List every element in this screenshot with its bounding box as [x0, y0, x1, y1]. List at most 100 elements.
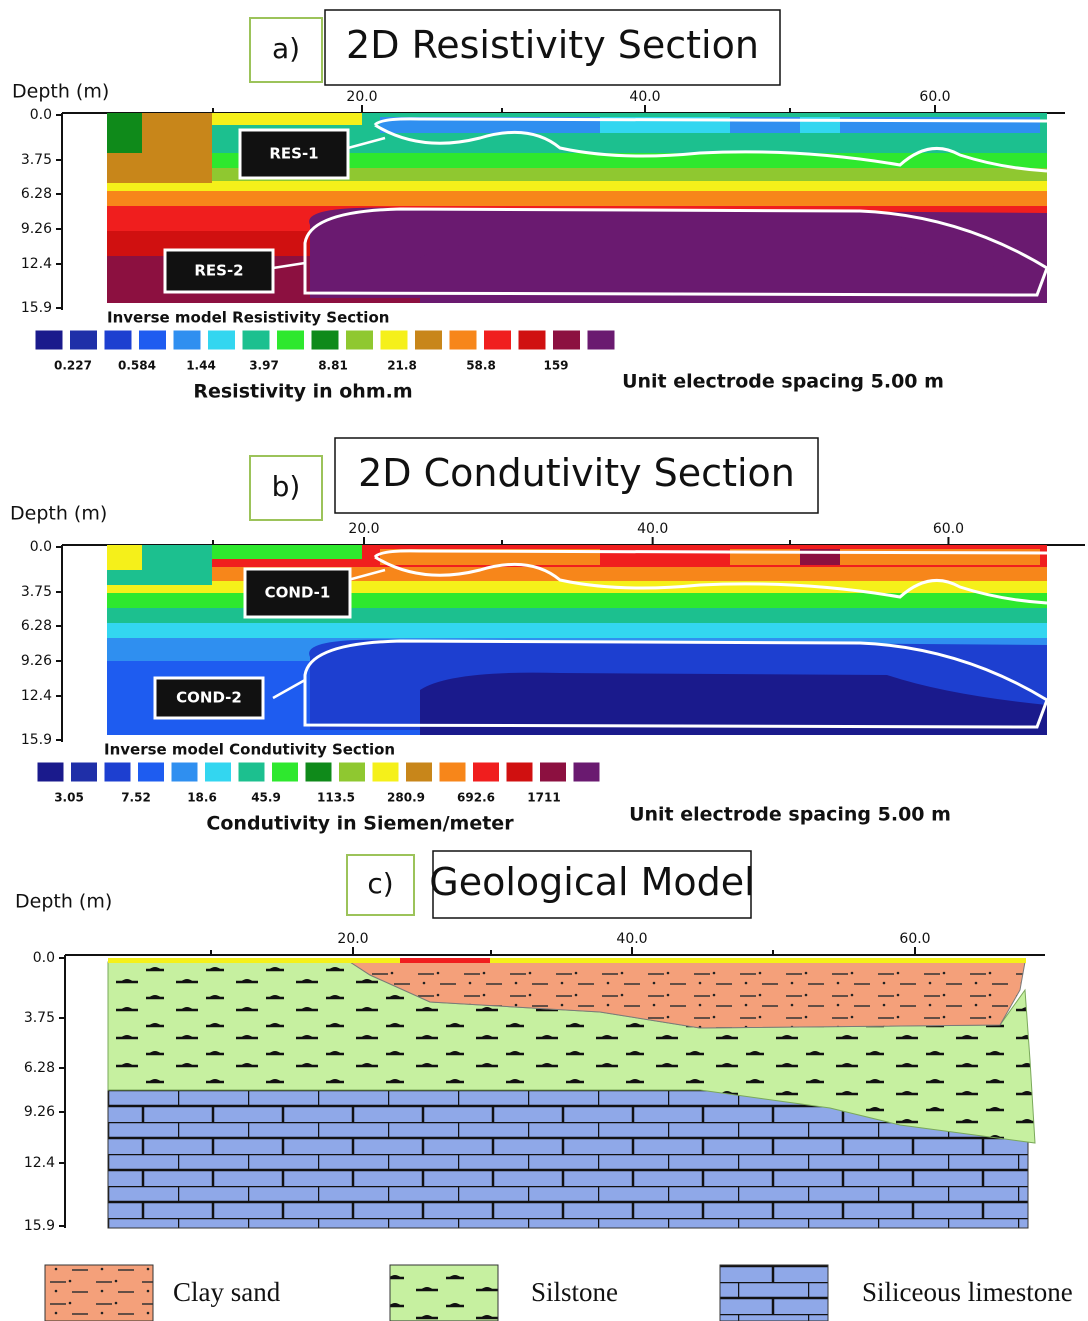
panel-title: 2D Resistivity Section [346, 23, 759, 67]
section-left [212, 545, 362, 559]
panel-title: Geological Model [429, 860, 754, 904]
color-swatch [587, 330, 615, 350]
color-swatch [506, 762, 533, 782]
color-swatch [473, 762, 500, 782]
y-tick-label: 3.75 [21, 152, 52, 168]
color-swatch [138, 762, 165, 782]
geological-panel [108, 958, 1035, 1228]
x-tick-label: 20.0 [348, 521, 379, 537]
y-axis-label: Depth (m) [12, 81, 109, 103]
color-swatch [553, 330, 581, 350]
color-swatch [406, 762, 433, 782]
y-axis-label: Depth (m) [10, 503, 107, 525]
panel-title: 2D Condutivity Section [358, 451, 795, 495]
color-swatch [272, 762, 299, 782]
color-swatch [415, 330, 443, 350]
x-tick-label: 20.0 [346, 89, 377, 105]
zone-label: RES-1 [269, 145, 318, 163]
x-tick-label: 40.0 [616, 931, 647, 947]
x-tick-label: 40.0 [629, 89, 660, 105]
figure: a)2D Resistivity SectionDepth (m)20.040.… [0, 0, 1088, 1321]
legend-label: Silstone [531, 1277, 618, 1307]
y-tick-label: 12.4 [24, 1155, 55, 1171]
color-swatch [205, 762, 232, 782]
legend-swatch [720, 1265, 828, 1321]
x-tick-label: 40.0 [637, 521, 668, 537]
scale-label: 21.8 [387, 359, 417, 373]
zone-label: RES-2 [194, 262, 243, 280]
zone-label: COND-1 [265, 584, 331, 602]
y-tick-label: 15.9 [21, 300, 52, 316]
y-tick-label: 9.26 [21, 653, 52, 669]
color-swatch [305, 762, 332, 782]
y-tick-label: 6.28 [21, 618, 52, 634]
color-swatch [37, 762, 64, 782]
color-swatch [311, 330, 339, 350]
scale-caption: Condutivity in Siemen/meter [206, 813, 514, 835]
y-tick-label: 0.0 [33, 950, 55, 966]
scale-label: 45.9 [251, 791, 281, 805]
color-swatch [346, 330, 374, 350]
color-swatch [35, 330, 63, 350]
scale-label: 0.227 [54, 359, 92, 373]
y-tick-label: 0.0 [30, 539, 52, 555]
color-swatch [277, 330, 305, 350]
scale-label: 8.81 [318, 359, 348, 373]
scale-label: 18.6 [187, 791, 217, 805]
y-tick-label: 15.9 [21, 732, 52, 748]
color-swatch [439, 762, 466, 782]
legend-label: Clay sand [173, 1277, 281, 1307]
color-swatch [573, 762, 600, 782]
y-tick-label: 0.0 [30, 107, 52, 123]
y-tick-label: 6.28 [24, 1060, 55, 1076]
scale-label: 113.5 [317, 791, 355, 805]
color-swatch [372, 762, 399, 782]
scale-label: 0.584 [118, 359, 156, 373]
color-swatch [242, 330, 270, 350]
electrode-spacing: Unit electrode spacing 5.00 m [629, 804, 951, 826]
zone-label: COND-2 [176, 689, 242, 707]
color-swatch [139, 330, 167, 350]
scale-label: 280.9 [387, 791, 425, 805]
scale-caption: Resistivity in ohm.m [193, 381, 412, 403]
y-tick-label: 3.75 [21, 584, 52, 600]
scale-label: 1.44 [186, 359, 216, 373]
scale-label: 3.05 [54, 791, 84, 805]
scale-label: 58.8 [466, 359, 496, 373]
scale-label: 1711 [527, 791, 560, 805]
surface-strip [108, 958, 1026, 963]
y-tick-label: 9.26 [24, 1104, 55, 1120]
y-tick-label: 9.26 [21, 221, 52, 237]
y-tick-label: 12.4 [21, 688, 52, 704]
y-tick-label: 3.75 [24, 1010, 55, 1026]
y-tick-label: 15.9 [24, 1218, 55, 1234]
color-swatch [71, 762, 98, 782]
electrode-spacing: Unit electrode spacing 5.00 m [622, 371, 944, 393]
color-swatch [104, 762, 131, 782]
panel-letter: b) [272, 470, 301, 503]
legend-swatch [390, 1265, 498, 1321]
scale-label: 159 [543, 359, 568, 373]
section-left [107, 113, 142, 153]
legend-title: Inverse model Resistivity Section [107, 309, 389, 327]
surface-strip [400, 958, 490, 963]
color-swatch [339, 762, 366, 782]
legend-title: Inverse model Condutivity Section [104, 741, 395, 759]
x-tick-label: 60.0 [899, 931, 930, 947]
section-left [107, 545, 142, 570]
legend-label: Siliceous limestone [862, 1277, 1073, 1307]
scale-label: 7.52 [121, 791, 151, 805]
color-swatch [173, 330, 201, 350]
scale-label: 692.6 [457, 791, 495, 805]
x-tick-label: 60.0 [919, 89, 950, 105]
legend-swatch [45, 1265, 153, 1321]
y-tick-label: 12.4 [21, 256, 52, 272]
color-swatch [171, 762, 198, 782]
color-swatch [104, 330, 132, 350]
color-swatch [70, 330, 98, 350]
y-axis-label: Depth (m) [15, 891, 112, 913]
scale-label: 3.97 [249, 359, 279, 373]
color-swatch [238, 762, 265, 782]
panel-letter: c) [367, 867, 393, 900]
section-band [107, 191, 1047, 208]
